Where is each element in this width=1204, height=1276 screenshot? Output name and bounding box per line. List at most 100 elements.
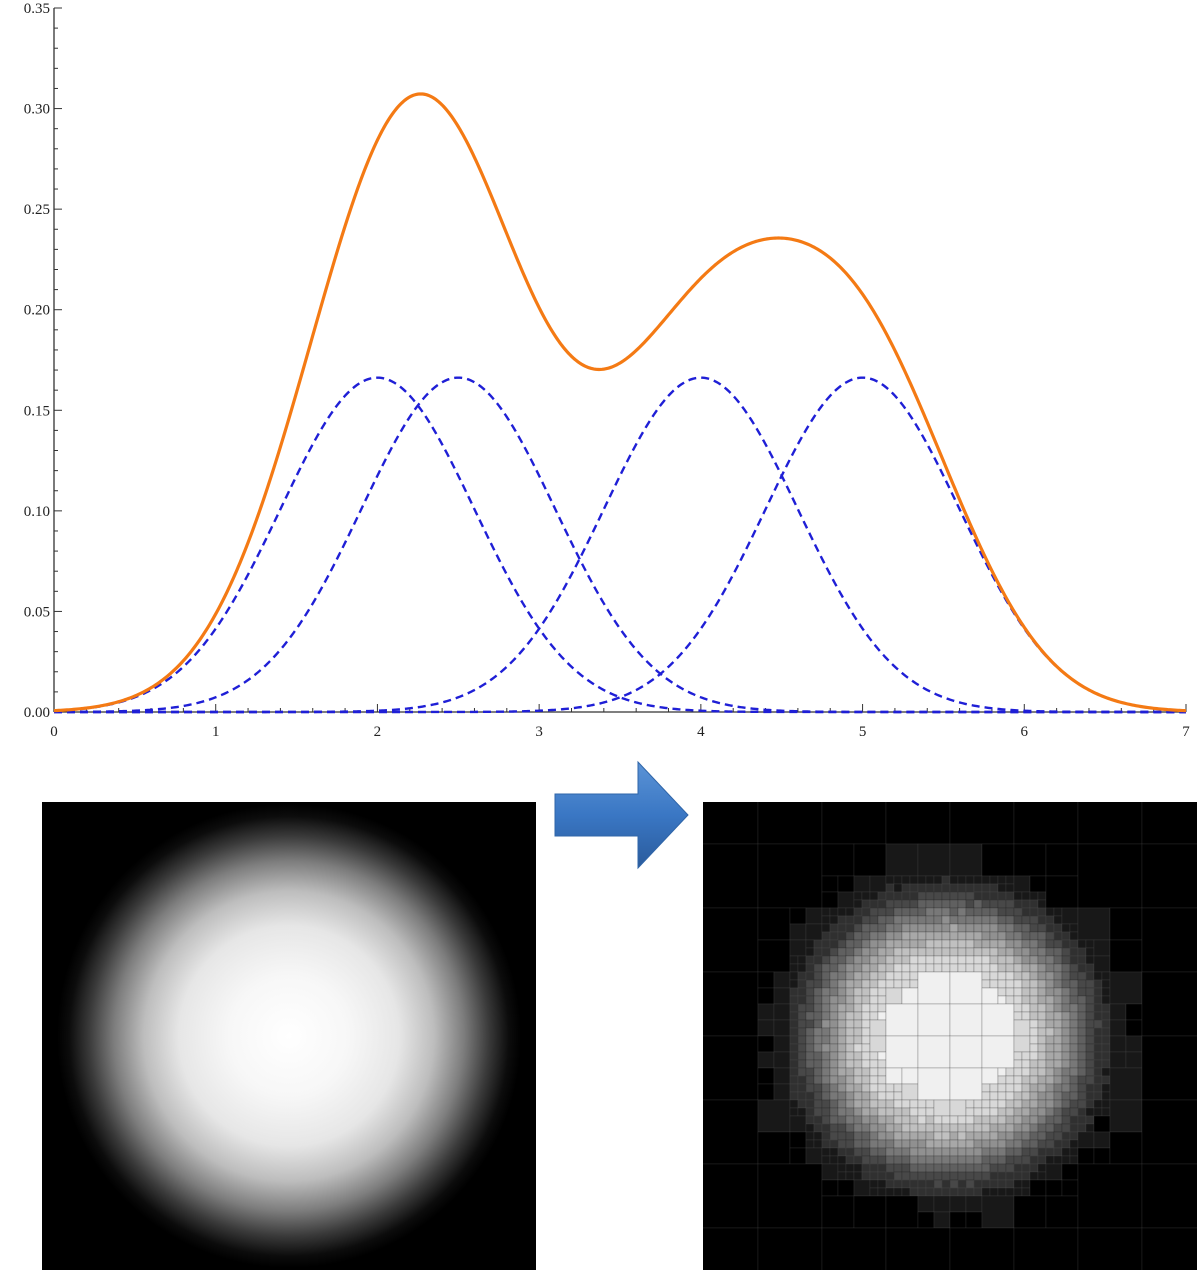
quadtree-cell: [869, 915, 879, 925]
quadtree-cell: [973, 907, 983, 917]
quadtree-cell: [845, 1019, 855, 1029]
quadtree-cell: [1021, 1051, 1031, 1061]
quadtree-cell: [933, 1131, 943, 1141]
quadtree-cell: [925, 1123, 935, 1133]
quadtree-cell: [829, 939, 839, 949]
quadtree-cell: [1093, 1027, 1103, 1037]
quadtree-cell: [885, 1003, 919, 1037]
quadtree-cell: [1069, 1019, 1079, 1029]
quadtree-cell: [925, 1099, 935, 1109]
quadtree-cell: [901, 963, 911, 973]
quadtree-cell: [925, 1115, 935, 1125]
quadtree-cell: [1101, 1011, 1111, 1021]
quadtree-cell: [1029, 1011, 1039, 1021]
quadtree-cell: [965, 1123, 975, 1133]
quadtree-cell: [965, 1131, 975, 1141]
quadtree-cell: [861, 947, 871, 957]
quadtree-cell: [1077, 971, 1087, 981]
quadtree-cell: [829, 915, 839, 925]
quadtree-cell: [1053, 1067, 1063, 1077]
quadtree-cell: [845, 995, 855, 1005]
quadtree-cell: [909, 875, 919, 885]
quadtree-cell: [1021, 907, 1031, 917]
quadtree-cell: [1109, 939, 1143, 973]
quadtree-cell: [757, 1019, 775, 1037]
quadtree-cell: [1109, 1019, 1127, 1037]
quadtree-cell: [821, 907, 831, 917]
quadtree-cell: [797, 995, 807, 1005]
quadtree-cell: [789, 1083, 799, 1093]
quadtree-cell: [981, 947, 991, 957]
quadtree-cell: [885, 923, 895, 933]
quadtree-cell: [981, 899, 991, 909]
quadtree-cell: [861, 963, 871, 973]
quadtree-cell: [973, 875, 983, 885]
quadtree-cell: [1101, 1107, 1111, 1117]
quadtree-cell: [869, 923, 879, 933]
quadtree-cell: [877, 1091, 887, 1101]
quadtree-cell: [837, 1043, 847, 1053]
quadtree-cell: [861, 1123, 871, 1133]
quadtree-cell: [997, 883, 1007, 893]
quadtree-cell: [853, 1091, 863, 1101]
quadtree-cell: [885, 947, 895, 957]
quadtree-cell: [909, 907, 919, 917]
quadtree-cell: [1053, 1011, 1063, 1021]
quadtree-cell: [917, 875, 927, 885]
quadtree-cell: [997, 1171, 1007, 1181]
mixture-chart: 0.00 0.05 0.10 0.15 0.20 0.25 0.30 0.35 0 1 2 3 4 5 6…: [24, 1, 1191, 740]
quadtree-cell: [1029, 1027, 1039, 1037]
quadtree-cell: [893, 955, 903, 965]
quadtree-cell: [813, 1043, 823, 1053]
quadtree-cell: [901, 875, 911, 885]
quadtree-cell: [869, 947, 879, 957]
quadtree-cell: [789, 923, 807, 941]
quadtree-cell: [813, 955, 823, 965]
quadtree-cell: [821, 1139, 831, 1149]
quadtree-cell: [925, 1187, 935, 1197]
quadtree-cell: [829, 1131, 839, 1141]
quadtree-cell: [797, 1011, 807, 1021]
quadtree-cells: [703, 802, 1197, 1270]
quadtree-cell: [1069, 1099, 1079, 1109]
quadtree-cell: [957, 923, 967, 933]
quadtree-cell: [1077, 1227, 1143, 1270]
quadtree-cell: [997, 947, 1007, 957]
quadtree-cell: [837, 923, 847, 933]
quadtree-cell: [797, 1027, 807, 1037]
quadtree-cell: [1101, 1083, 1111, 1093]
quadtree-cell: [981, 1083, 991, 1093]
quadtree-cell: [925, 1139, 935, 1149]
quadtree-cell: [1085, 1123, 1095, 1133]
quadtree-cell: [853, 1123, 863, 1133]
quadtree-cell: [1045, 907, 1055, 917]
x-tick-label: 0: [50, 724, 58, 740]
quadtree-cell: [877, 1123, 887, 1133]
quadtree-cell: [933, 891, 943, 901]
quadtree-cell: [1061, 955, 1071, 965]
quadtree-cell: [813, 1035, 823, 1045]
quadtree-cell: [925, 899, 935, 909]
quadtree-cell: [845, 1043, 855, 1053]
quadtree-cell: [1013, 1059, 1023, 1069]
quadtree-cell: [885, 907, 895, 917]
quadtree-cell: [1053, 1139, 1063, 1149]
quadtree-cell: [949, 939, 959, 949]
quadtree-cell: [805, 971, 815, 981]
quadtree-cell: [933, 955, 943, 965]
quadtree-cell: [901, 939, 911, 949]
quadtree-cell: [1045, 1027, 1055, 1037]
quadtree-cell: [973, 1123, 983, 1133]
quadtree-cell: [1021, 1155, 1031, 1165]
quadtree-cell: [813, 1011, 823, 1021]
quadtree-cell: [853, 843, 887, 877]
quadtree-cell: [877, 995, 887, 1005]
quadtree-cell: [1037, 995, 1047, 1005]
quadtree-cell: [949, 1147, 959, 1157]
quadtree-cell: [1013, 1171, 1023, 1181]
quadtree-cell: [933, 1139, 943, 1149]
quadtree-cell: [837, 1123, 847, 1133]
quadtree-cell: [1037, 1011, 1047, 1021]
quadtree-cell: [869, 1123, 879, 1133]
quadtree-cell: [1013, 931, 1023, 941]
